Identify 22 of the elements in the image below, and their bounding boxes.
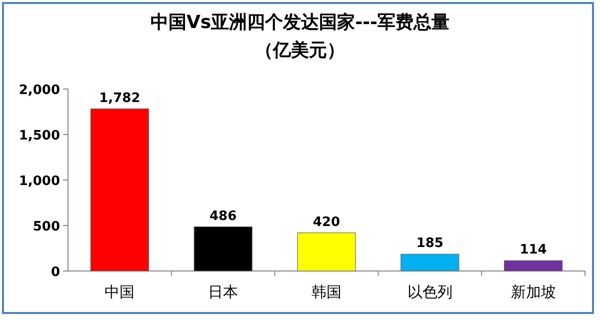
x-tick-label: 新加坡 xyxy=(510,283,556,301)
data-label: 185 xyxy=(416,236,444,252)
bar xyxy=(297,232,356,272)
y-tick-label: 2,000 xyxy=(18,83,60,98)
y-tick-label: 0 xyxy=(50,265,60,280)
bar xyxy=(90,108,149,272)
data-label: 486 xyxy=(210,208,237,224)
x-tick-label: 韩国 xyxy=(312,283,342,301)
x-tick-label: 以色列 xyxy=(407,283,452,301)
data-label: 114 xyxy=(520,242,547,258)
bar xyxy=(194,226,252,272)
bar xyxy=(400,254,460,272)
y-tick-label: 500 xyxy=(32,220,60,234)
bar xyxy=(504,260,563,272)
data-label: 1,782 xyxy=(99,90,140,106)
y-tick-label: 1,000 xyxy=(18,174,60,189)
data-label: 420 xyxy=(312,214,340,230)
y-tick-label: 1,500 xyxy=(18,128,60,144)
x-tick-label: 中国 xyxy=(104,283,135,301)
chart-subtitle: （亿美元） xyxy=(255,40,345,61)
x-tick-label: 日本 xyxy=(208,283,238,301)
chart-title: 中国Vs亚洲四个发达国家---军费总量 xyxy=(150,12,450,33)
